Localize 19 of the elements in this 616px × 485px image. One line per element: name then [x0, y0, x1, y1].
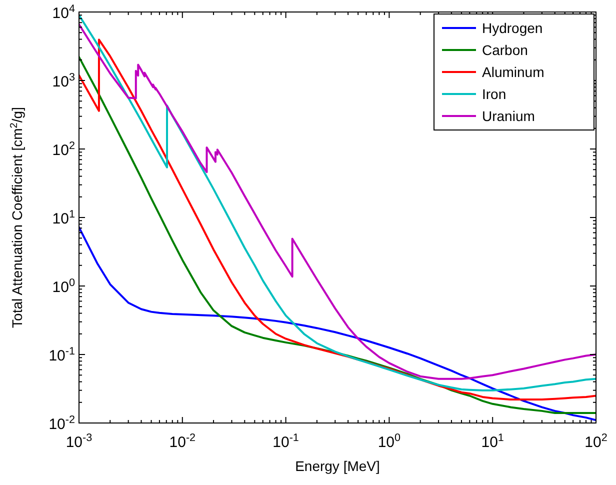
legend-label: Carbon: [482, 42, 528, 58]
y-tick-label: 10$^{3}$: [52, 72, 75, 90]
y-tick-label: 10$^{2}$: [52, 140, 75, 159]
y-tick-label: 10$^{4}$: [52, 3, 75, 22]
x-tick-label: 10$^{0}$: [378, 432, 401, 451]
x-tick-label: 10$^{-2}$: [169, 432, 196, 451]
x-tick-label: 10$^{-1}$: [272, 432, 299, 451]
x-tick-label: 10$^{-3}$: [66, 432, 92, 451]
y-tick-label: 10$^{0}$: [52, 277, 75, 296]
y-tick-label: 10$^{-2}$: [48, 414, 75, 433]
x-tick-label: 10$^{1}$: [481, 432, 504, 451]
legend-label: Hydrogen: [482, 20, 543, 36]
legend-label: Uranium: [482, 108, 535, 124]
y-tick-label: 10$^{-1}$: [48, 346, 75, 364]
x-axis-title: Energy [MeV]: [295, 458, 380, 474]
y-tick-label: 10$^{1}$: [52, 208, 75, 228]
legend-label: Aluminum: [482, 64, 544, 80]
legend-label: Iron: [482, 86, 506, 102]
x-tick-label: 10$^{2}$: [584, 432, 608, 451]
